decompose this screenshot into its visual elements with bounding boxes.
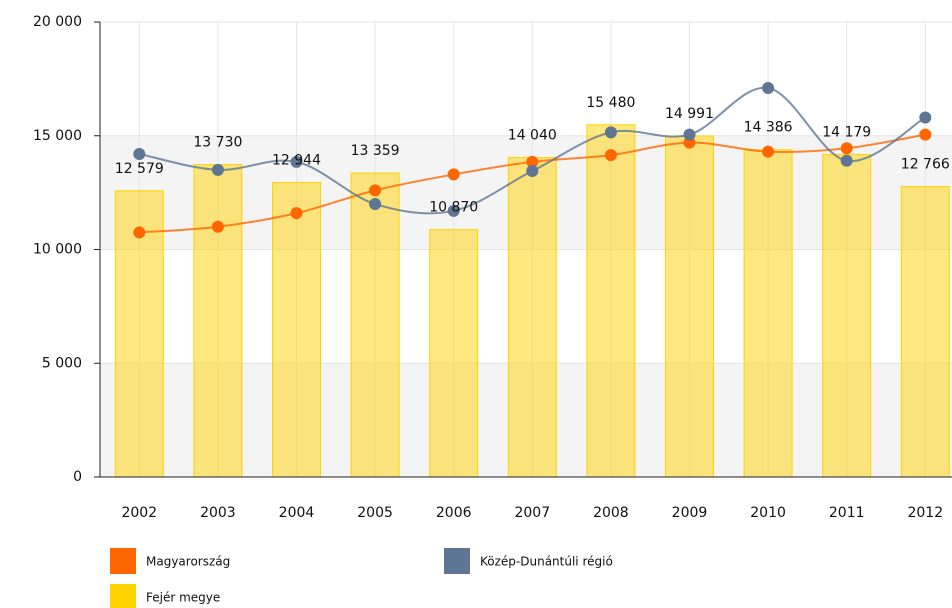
y-tick-label: 15 000 [33,128,82,144]
data-label: 15 480 [586,95,635,111]
x-tick-label: 2008 [593,505,629,521]
x-tick-label: 2004 [279,505,315,521]
x-tick-label: 2005 [357,505,393,521]
line-point [211,163,224,176]
legend-swatch [110,584,136,608]
line-point [447,168,460,181]
bar [193,164,243,478]
legend-label: Fejér megye [146,591,220,605]
bar [272,182,321,478]
data-label: 14 040 [508,128,557,144]
x-tick-label: 2010 [750,505,786,521]
line-point [369,184,382,197]
line-point [604,126,617,139]
x-tick-label: 2006 [436,505,472,521]
x-tick-label: 2007 [514,505,550,521]
line-point [133,226,146,239]
x-tick-label: 2011 [829,505,865,521]
y-tick-label: 20 000 [33,14,82,30]
data-label: 13 359 [351,143,400,159]
line-point [604,149,617,162]
legend-swatch [444,548,470,574]
line-point [133,147,146,160]
x-tick-label: 2003 [200,505,236,521]
line-point [762,81,775,94]
line-point [526,155,539,168]
data-label: 12 579 [115,161,164,177]
x-tick-label: 2002 [121,505,157,521]
line-point [369,198,382,210]
bar [350,172,400,478]
data-label: 10 870 [429,200,478,216]
bar [429,229,479,478]
line-point [447,204,460,217]
legend-label: Magyarország [146,555,230,569]
x-tick-label: 2009 [672,505,708,521]
data-label: 14 991 [665,106,714,122]
line-point [526,165,539,178]
line-point [683,128,696,141]
data-label: 12 766 [901,157,950,173]
line-point [211,220,224,233]
y-tick-label: 10 000 [33,242,82,258]
bar [586,124,636,478]
line-point [840,154,853,167]
data-label: 13 730 [193,135,242,151]
y-tick-label: 5 000 [42,355,82,371]
bar [743,149,793,478]
bar [900,186,950,478]
line-point [290,207,303,220]
data-label: 12 944 [272,153,321,169]
data-label: 14 179 [822,124,871,140]
line-point [290,155,303,168]
bar [665,135,714,478]
line [139,86,926,215]
bar [822,153,872,478]
line-point [919,128,932,141]
legend-label: Közép-Dunántúli régió [480,555,613,569]
bar [507,157,557,478]
bar [114,190,164,478]
line-point [919,111,932,124]
data-label: 14 386 [744,120,793,136]
line-point [840,142,853,155]
line-point [762,145,775,158]
x-tick-label: 2012 [907,505,943,521]
legend-swatch [110,548,136,574]
y-tick-label: 0 [73,469,82,485]
